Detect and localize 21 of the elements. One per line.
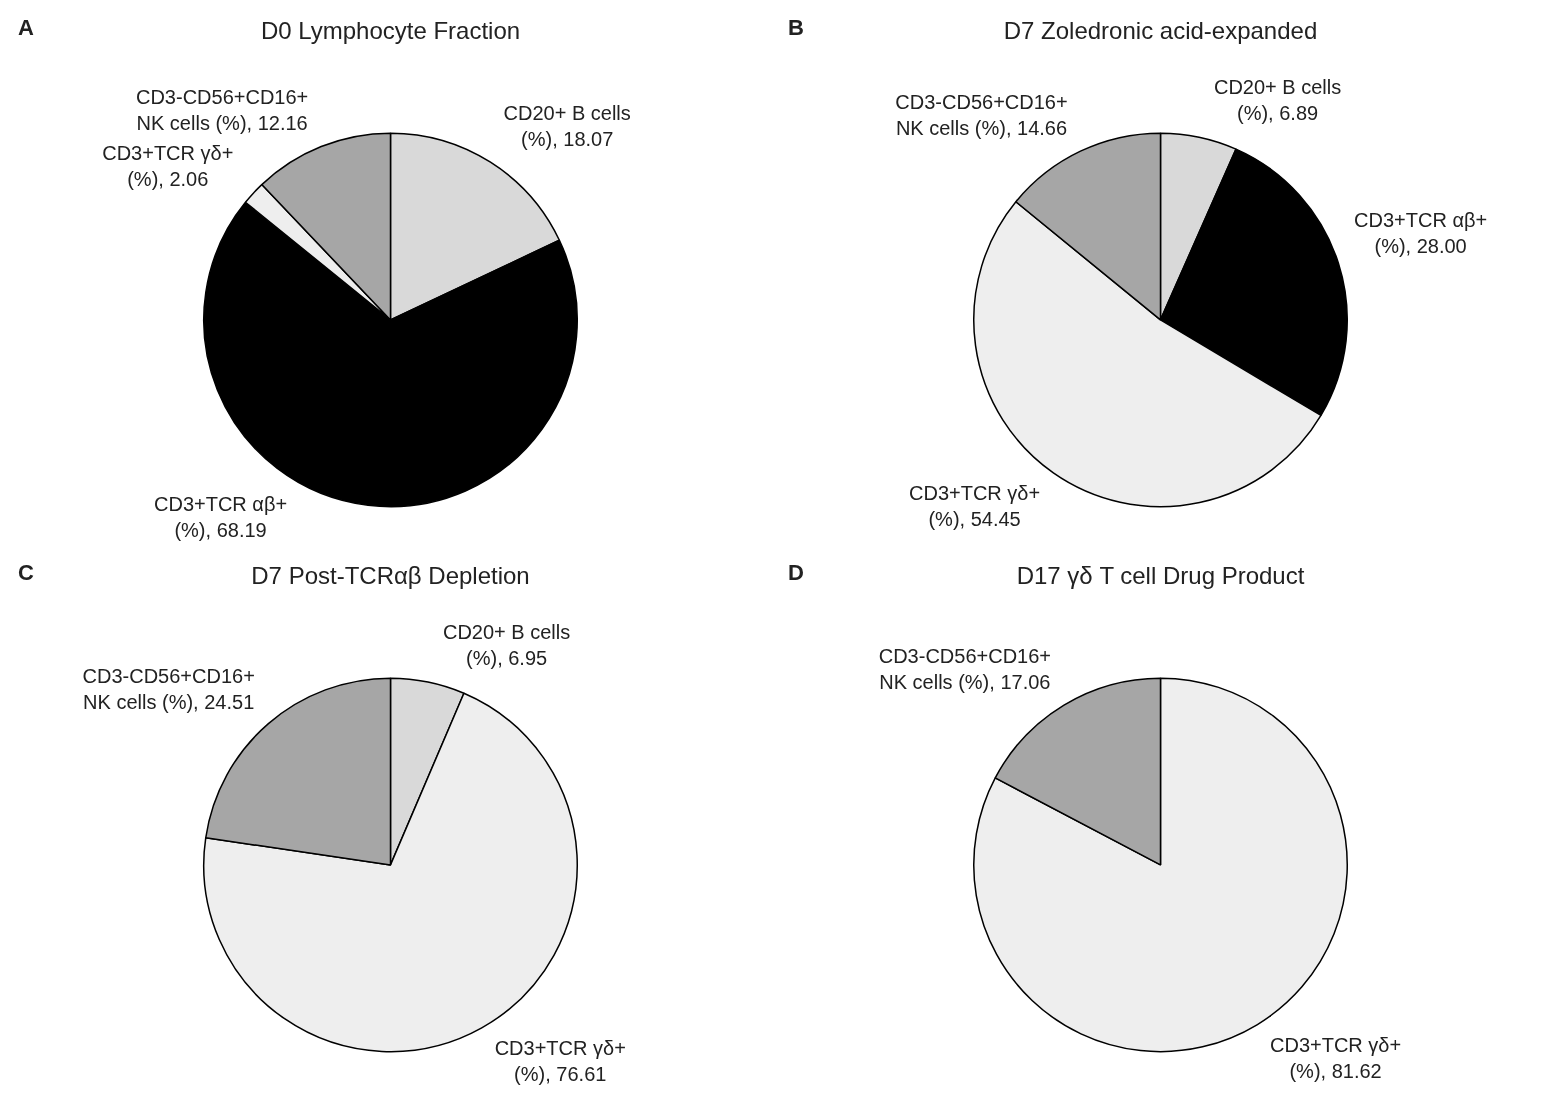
slice-label: CD20+ B cells (%), 18.07: [503, 102, 631, 151]
slice-label: CD3-CD56+CD16+ NK cells (%), 24.51: [82, 664, 255, 713]
slice-label: CD3+TCR γδ+ (%), 81.62: [1270, 1033, 1402, 1082]
slice-label: CD20+ B cells (%), 6.89: [1213, 75, 1342, 124]
slice-label: CD3-CD56+CD16+ NK cells (%), 17.06: [878, 644, 1051, 693]
slice-label: CD20+ B cells (%), 6.95: [442, 620, 571, 669]
text: C: [18, 560, 34, 586]
slice-label: CD3-CD56+CD16+ NK cells (%), 14.66: [895, 90, 1068, 139]
text: D: [788, 560, 804, 586]
chart-title: D7 Post-TCRαβ Depletion: [251, 562, 530, 590]
slice-label: CD3+TCR γδ+ (%), 2.06: [102, 141, 234, 190]
text: B: [788, 15, 804, 41]
slice-label: CD3+TCR αβ+ (%), 28.00: [1354, 208, 1488, 257]
chart-title: D7 Zoledronic acid-expanded: [1003, 17, 1318, 45]
chart-title: D17 γδ T cell Drug Product: [1016, 562, 1305, 590]
slice-label: CD3+TCR αβ+ (%), 68.19: [153, 492, 288, 541]
slice-label: CD3-CD56+CD16+ NK cells (%), 12.16: [135, 85, 309, 134]
slice-label: CD3+TCR γδ+ (%), 54.45: [908, 481, 1041, 530]
text: A: [18, 15, 34, 41]
chart-title: D0 Lymphocyte Fraction: [260, 17, 521, 45]
slice-label: CD3+TCR γδ+ (%), 76.61: [494, 1037, 626, 1086]
